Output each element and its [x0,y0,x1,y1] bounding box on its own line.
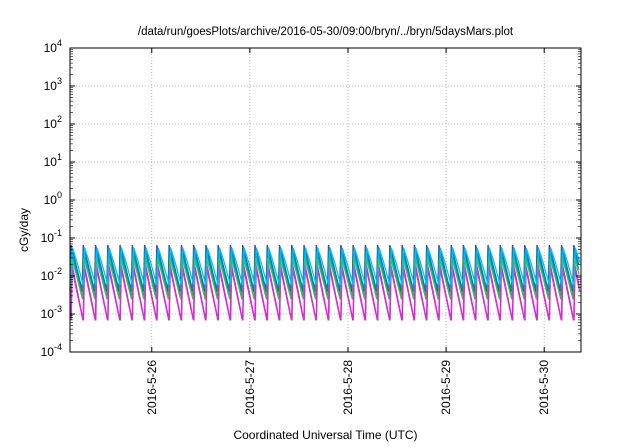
x-tick-group: 2016-5-26 2016-5-27 2016-5-28 2016-5-29 2016… [145,48,551,415]
y-tick-label: 102 [44,114,62,131]
y-tick-label: 100 [44,190,62,207]
chart-title: /data/run/goesPlots/archive/2016-05-30/0… [137,26,514,38]
x-tick-label: 2016-5-28 [341,360,355,415]
y-tick-label: 10-1 [41,228,62,245]
x-axis-label: Coordinated Universal Time (UTC) [233,428,418,442]
y-tick-label: 101 [44,152,62,169]
x-tick-label: 2016-5-26 [145,360,159,415]
series-line [70,247,581,286]
x-tick-label: 2016-5-29 [439,360,453,415]
y-tick-group: 10-4 10-3 10-2 10-1 100 101 102 103 104 [41,38,581,359]
x-tick-label: 2016-5-27 [243,360,257,415]
y-tick-label: 104 [44,38,62,55]
series-group [69,244,581,321]
series-line [70,269,581,321]
series-line [70,257,580,300]
y-tick-label: 10-3 [41,304,62,321]
x-tick-label: 2016-5-30 [537,360,551,415]
y-tick-label: 103 [44,76,62,93]
y-tick-label: 10-4 [41,342,62,359]
y-tick-label: 10-2 [41,266,62,283]
